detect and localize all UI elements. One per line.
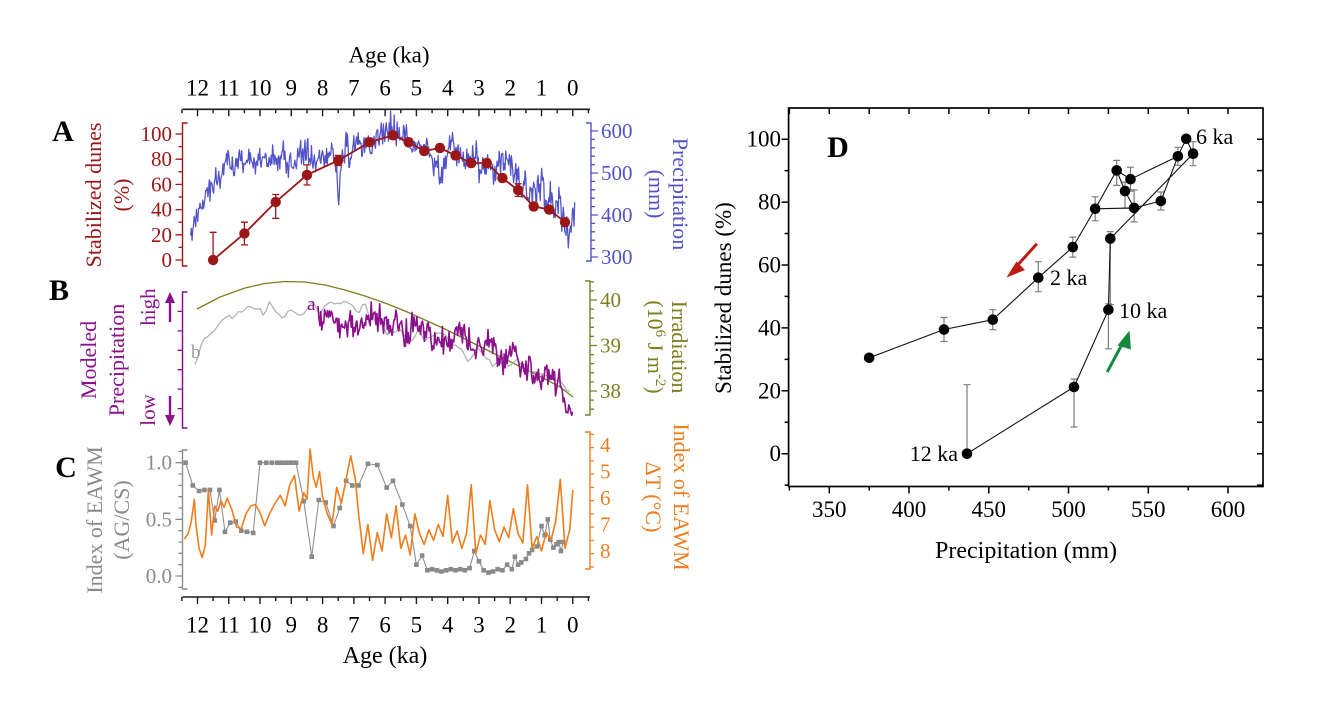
svg-text:2: 2 (504, 76, 516, 101)
svg-text:Irradiation: Irradiation (667, 301, 692, 394)
svg-text:D: D (827, 131, 849, 164)
svg-text:(%): (%) (109, 179, 134, 212)
svg-text:(mm): (mm) (644, 170, 669, 219)
svg-text:300: 300 (601, 245, 633, 269)
svg-text:4: 4 (442, 76, 454, 101)
svg-text:0: 0 (567, 76, 579, 101)
svg-text:6 ka: 6 ka (1196, 124, 1234, 149)
svg-text:ΔT (°C): ΔT (°C) (641, 462, 666, 533)
svg-text:3: 3 (473, 613, 485, 638)
svg-text:8: 8 (600, 539, 611, 563)
svg-text:Age (ka): Age (ka) (348, 43, 429, 68)
svg-text:9: 9 (286, 76, 298, 101)
svg-text:Stabilized dunes (%): Stabilized dunes (%) (711, 202, 736, 394)
svg-text:40: 40 (758, 315, 781, 340)
svg-text:high: high (136, 288, 160, 326)
svg-text:3: 3 (473, 76, 485, 101)
svg-text:0: 0 (567, 613, 579, 638)
svg-text:5: 5 (600, 460, 611, 484)
svg-text:a: a (307, 294, 316, 315)
svg-text:1.0: 1.0 (146, 451, 172, 475)
svg-text:4: 4 (442, 613, 454, 638)
svg-text:500: 500 (1051, 497, 1086, 522)
svg-text:8: 8 (317, 613, 329, 638)
svg-text:Precipitation: Precipitation (668, 138, 693, 250)
svg-text:Stabilized dunes: Stabilized dunes (81, 123, 106, 268)
svg-text:12: 12 (186, 76, 209, 101)
svg-text:0: 0 (162, 248, 173, 272)
svg-text:80: 80 (151, 147, 172, 171)
svg-text:60: 60 (758, 253, 781, 278)
svg-text:Age (ka): Age (ka) (343, 643, 428, 669)
svg-text:7: 7 (348, 613, 360, 638)
svg-text:80: 80 (758, 190, 781, 215)
svg-text:9: 9 (286, 613, 298, 638)
svg-text:2 ka: 2 ka (1050, 265, 1088, 290)
svg-text:500: 500 (601, 161, 633, 185)
svg-text:Index of EAWM: Index of EAWM (669, 423, 694, 570)
svg-text:Precipitation: Precipitation (104, 304, 129, 416)
svg-text:400: 400 (601, 203, 633, 227)
svg-text:40: 40 (151, 198, 172, 222)
svg-text:8: 8 (317, 76, 329, 101)
svg-text:400: 400 (892, 497, 927, 522)
svg-text:12: 12 (186, 613, 209, 638)
svg-text:10: 10 (249, 613, 272, 638)
svg-text:0.5: 0.5 (146, 507, 172, 531)
svg-text:11: 11 (218, 76, 240, 101)
svg-text:1: 1 (536, 76, 548, 101)
svg-text:7: 7 (600, 513, 611, 537)
svg-text:0.0: 0.0 (146, 564, 172, 588)
svg-text:C: C (55, 451, 77, 484)
svg-text:Modeled: Modeled (76, 321, 101, 399)
svg-text:1: 1 (536, 613, 548, 638)
svg-text:Index of EAWM: Index of EAWM (82, 446, 107, 593)
svg-text:20: 20 (758, 378, 781, 403)
svg-text:350: 350 (812, 497, 847, 522)
svg-text:100: 100 (141, 122, 173, 146)
svg-text:5: 5 (411, 76, 423, 101)
svg-text:4: 4 (600, 433, 611, 457)
svg-text:10 ka: 10 ka (1119, 298, 1168, 323)
svg-text:38: 38 (600, 379, 621, 403)
svg-text:0: 0 (770, 441, 782, 466)
svg-text:6: 6 (379, 613, 391, 638)
svg-text:600: 600 (1211, 497, 1246, 522)
svg-text:20: 20 (151, 223, 172, 247)
svg-text:100: 100 (747, 127, 782, 152)
svg-text:10: 10 (249, 76, 272, 101)
svg-text:11: 11 (218, 613, 240, 638)
svg-text:7: 7 (348, 76, 360, 101)
svg-text:Precipitation (mm): Precipitation (mm) (935, 538, 1117, 564)
svg-text:6: 6 (379, 76, 391, 101)
svg-text:A: A (52, 115, 74, 148)
svg-text:40: 40 (600, 288, 621, 312)
svg-text:450: 450 (972, 497, 1007, 522)
svg-text:550: 550 (1131, 497, 1166, 522)
svg-text:60: 60 (151, 172, 172, 196)
svg-text:12 ka: 12 ka (910, 441, 959, 466)
svg-text:b: b (191, 342, 201, 363)
svg-text:600: 600 (601, 119, 633, 143)
svg-text:5: 5 (411, 613, 423, 638)
svg-text:2: 2 (504, 613, 516, 638)
svg-text:(AG/CS): (AG/CS) (109, 480, 134, 559)
svg-text:low: low (136, 393, 160, 425)
svg-text:39: 39 (600, 334, 621, 358)
svg-text:B: B (49, 274, 69, 307)
svg-text:6: 6 (600, 486, 611, 510)
